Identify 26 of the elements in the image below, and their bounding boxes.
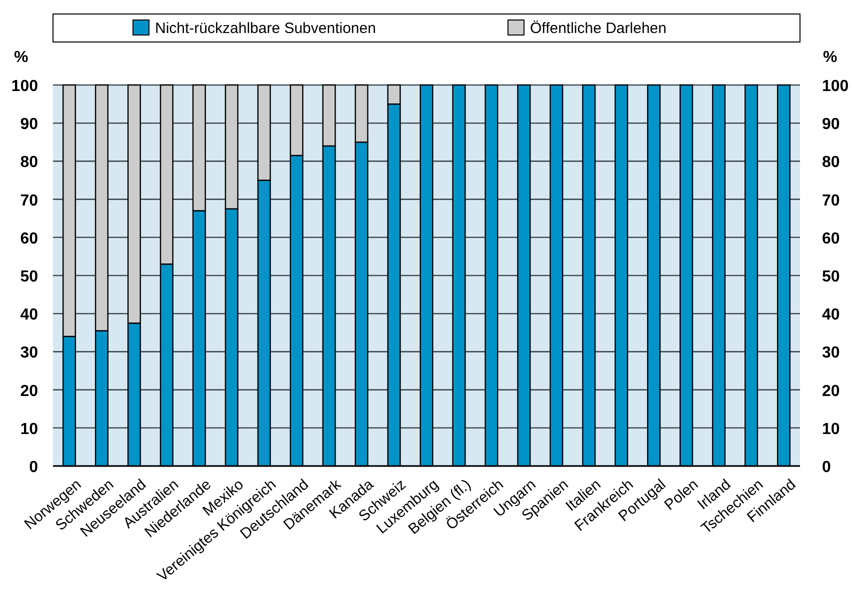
y2-axis-title: % <box>823 49 838 66</box>
y-tick-label: 70 <box>20 192 38 210</box>
y-tick-label: 80 <box>20 154 38 172</box>
y2-tick-label: 90 <box>822 116 840 134</box>
y2-tick-label: 0 <box>822 459 831 476</box>
y2-tick-label: 70 <box>822 192 840 210</box>
y2-tick-label: 30 <box>822 344 840 362</box>
y2-tick-label: 20 <box>822 382 840 400</box>
y-axis-title: % <box>14 49 28 66</box>
y2-tick-label: 80 <box>822 154 840 172</box>
y-tick-label: 90 <box>20 116 38 134</box>
y2-tick-label: 60 <box>822 230 840 248</box>
y-tick-label: 20 <box>20 382 38 400</box>
y-tick-label: 0 <box>29 459 38 476</box>
y2-tick-label: 50 <box>822 268 840 286</box>
y2-tick-label: 100 <box>822 78 849 95</box>
y-tick-label: 50 <box>20 268 38 286</box>
y-tick-label: 30 <box>20 344 38 362</box>
y-tick-label: 100 <box>11 78 38 95</box>
y2-tick-label: 10 <box>822 420 840 438</box>
y-tick-label: 10 <box>20 420 38 438</box>
y2-tick-label: 40 <box>822 306 840 324</box>
legend-label: Öffentliche Darlehen <box>530 20 666 37</box>
y-tick-label: 60 <box>20 230 38 248</box>
y-tick-label: 40 <box>20 306 38 324</box>
legend-label: Nicht-rückzahlbare Subventionen <box>155 20 376 37</box>
